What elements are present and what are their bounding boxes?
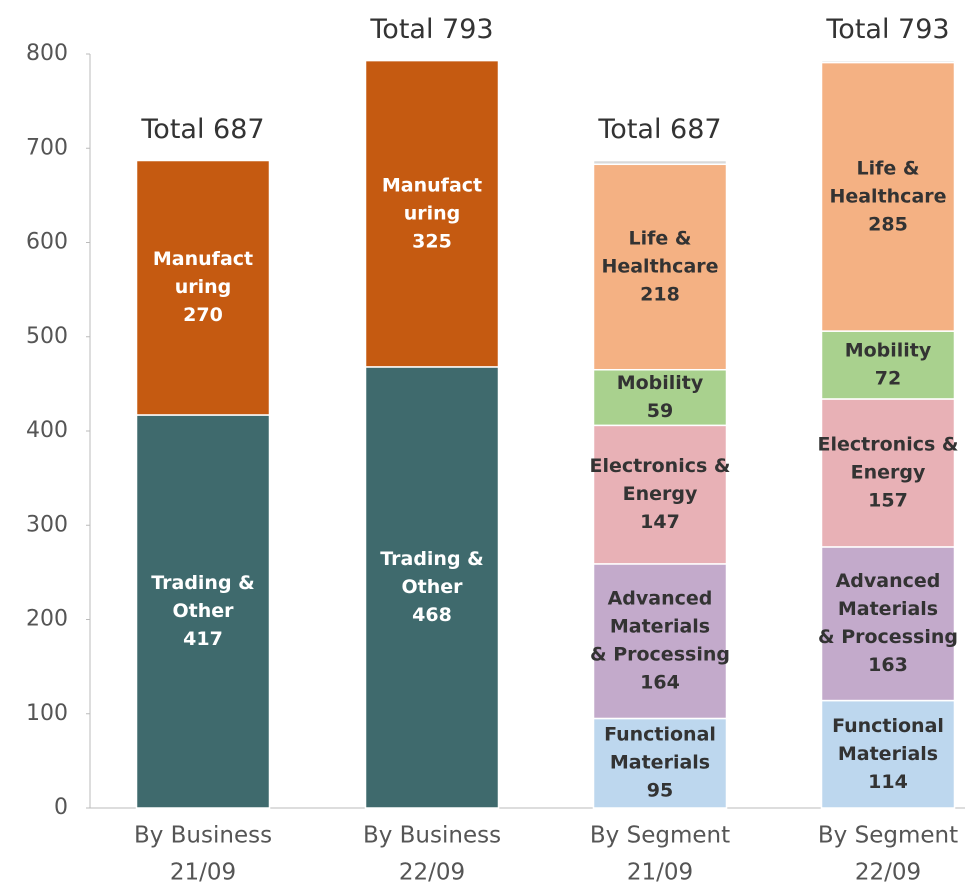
- total-label: Total 687: [597, 114, 721, 145]
- y-tick-label: 200: [26, 607, 68, 632]
- segment-label: Electronics &: [818, 433, 959, 455]
- segment-label: Life &: [629, 228, 692, 250]
- x-tick-label: By Business: [363, 823, 501, 849]
- segment-label: Mobility: [845, 340, 932, 362]
- segment-value: 114: [868, 771, 908, 793]
- x-tick-label: By Segment: [818, 823, 958, 849]
- segment-label: Healthcare: [601, 256, 718, 278]
- segment-label: Other: [401, 576, 463, 598]
- bar-segment: [820, 699, 956, 809]
- segment-label: Other: [172, 600, 234, 622]
- segment-label: Functional: [832, 715, 944, 737]
- segment-value: 157: [868, 489, 908, 511]
- segment-label: Advanced: [836, 570, 941, 592]
- x-tick-label: By Segment: [590, 823, 730, 849]
- x-tick-label: 21/09: [627, 860, 693, 886]
- bar-segment: [820, 330, 956, 400]
- segment-label: Functional: [604, 724, 716, 746]
- y-tick-label: 400: [26, 418, 68, 443]
- total-label: Total 793: [369, 14, 493, 45]
- segment-value: 218: [640, 284, 680, 306]
- segment-label: uring: [175, 276, 232, 298]
- segment-value: 59: [647, 400, 673, 422]
- bar-segment: [820, 398, 956, 548]
- segment-label: Energy: [851, 461, 926, 483]
- segment-label: & Processing: [818, 626, 958, 648]
- segment-label: Manufact: [153, 248, 253, 270]
- bar-segment: [592, 717, 728, 809]
- total-label: Total 687: [140, 114, 264, 145]
- segment-value: 95: [647, 780, 673, 802]
- bar-segment: [592, 424, 728, 565]
- segment-label: Materials: [610, 616, 710, 638]
- x-tick-label: 22/09: [399, 860, 465, 886]
- bar-segment: [135, 414, 271, 809]
- y-tick-label: 600: [26, 230, 68, 255]
- segment-value: 468: [412, 604, 452, 626]
- segment-value: 147: [640, 511, 680, 533]
- segment-label: Materials: [838, 598, 938, 620]
- bar-segment: [364, 366, 500, 809]
- bar-segment: [364, 59, 500, 368]
- y-tick-label: 700: [26, 135, 68, 160]
- segment-label: Healthcare: [829, 185, 946, 207]
- segment-label: Energy: [623, 483, 698, 505]
- segment-label: Electronics &: [590, 455, 731, 477]
- segment-label: Manufact: [382, 174, 482, 196]
- y-tick-label: 0: [54, 795, 68, 820]
- segment-label: Materials: [610, 752, 710, 774]
- x-tick-label: 22/09: [855, 860, 921, 886]
- segment-value: 285: [868, 213, 908, 235]
- segment-value: 164: [640, 672, 680, 694]
- segment-label: Materials: [838, 743, 938, 765]
- bar-segment: [135, 159, 271, 416]
- bar-segment: [592, 159, 728, 166]
- y-tick-label: 300: [26, 512, 68, 537]
- segment-value: 163: [868, 654, 908, 676]
- y-tick-label: 500: [26, 324, 68, 349]
- segment-value: 417: [183, 628, 223, 650]
- segment-value: 270: [183, 304, 223, 326]
- segment-label: uring: [404, 202, 461, 224]
- bar-segment: [820, 546, 956, 702]
- bar-segment: [592, 163, 728, 371]
- x-tick-label: By Business: [134, 823, 272, 849]
- y-tick-label: 100: [26, 701, 68, 726]
- bar-segment: [820, 59, 956, 64]
- segment-label: Mobility: [617, 372, 704, 394]
- segment-value: 72: [875, 368, 901, 390]
- segment-label: Trading &: [380, 548, 484, 570]
- segment-value: 325: [412, 230, 452, 252]
- segment-label: Life &: [857, 157, 920, 179]
- y-tick-label: 800: [26, 41, 68, 66]
- segment-label: & Processing: [590, 644, 730, 666]
- segment-label: Trading &: [151, 572, 255, 594]
- total-label: Total 793: [825, 14, 949, 45]
- x-tick-label: 21/09: [170, 860, 236, 886]
- segment-label: Advanced: [608, 588, 713, 610]
